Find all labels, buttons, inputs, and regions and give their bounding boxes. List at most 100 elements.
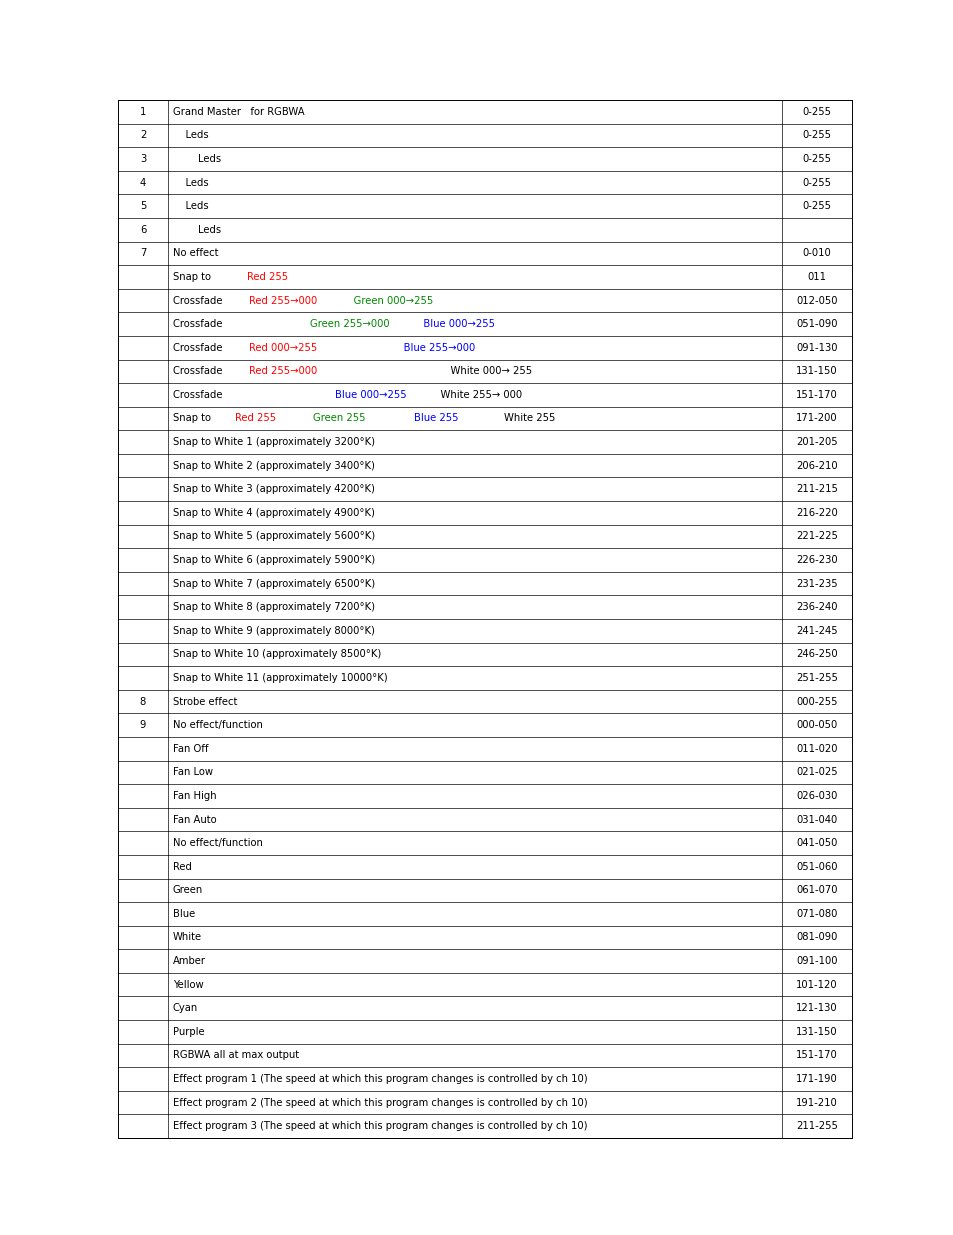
Text: Blue 255: Blue 255 [388,414,457,424]
Text: White 255: White 255 [478,414,555,424]
Text: 6: 6 [140,225,146,235]
Text: Leds: Leds [172,201,209,211]
Text: Purple: Purple [172,1026,204,1037]
Text: 051-090: 051-090 [796,319,837,329]
Text: Blue: Blue [172,909,195,919]
Text: 2: 2 [140,131,146,141]
Text: 1: 1 [140,106,146,117]
Text: Crossfade: Crossfade [172,342,232,353]
Text: 131-150: 131-150 [796,1026,837,1037]
Text: 081-090: 081-090 [796,932,837,942]
Text: 4: 4 [140,178,146,188]
Text: Leds: Leds [172,178,209,188]
Text: No effect/function: No effect/function [172,839,263,848]
Text: Snap to White 4 (approximately 4900°K): Snap to White 4 (approximately 4900°K) [172,508,375,517]
Text: Snap to White 3 (approximately 4200°K): Snap to White 3 (approximately 4200°K) [172,484,375,494]
Text: Leds: Leds [172,154,221,164]
Text: Grand Master   for RGBWA: Grand Master for RGBWA [172,106,304,117]
Text: Leds: Leds [172,225,221,235]
Text: 0-255: 0-255 [801,178,831,188]
Text: 121-130: 121-130 [796,1003,837,1013]
Text: 246-250: 246-250 [796,650,837,659]
Text: 011-020: 011-020 [796,743,837,753]
Text: Snap to White 11 (approximately 10000°K): Snap to White 11 (approximately 10000°K) [172,673,387,683]
Text: No effect/function: No effect/function [172,720,263,730]
Text: Red 000→255: Red 000→255 [249,342,317,353]
Text: 071-080: 071-080 [796,909,837,919]
Text: Fan Off: Fan Off [172,743,209,753]
Text: 9: 9 [140,720,146,730]
Text: Leds: Leds [172,131,209,141]
Text: 211-255: 211-255 [795,1121,837,1131]
Text: Crossfade: Crossfade [172,390,297,400]
Text: Red: Red [172,862,192,872]
Text: White: White [172,932,202,942]
Text: Blue 000→255: Blue 000→255 [335,390,406,400]
Text: 0-010: 0-010 [801,248,830,258]
Text: Green 255→000: Green 255→000 [310,319,390,329]
Text: 101-120: 101-120 [796,979,837,989]
Text: 191-210: 191-210 [796,1098,837,1108]
Text: 236-240: 236-240 [796,603,837,613]
Text: Yellow: Yellow [172,979,203,989]
Text: Snap to White 2 (approximately 3400°K): Snap to White 2 (approximately 3400°K) [172,461,375,471]
Text: 151-170: 151-170 [796,390,837,400]
Text: Snap to: Snap to [172,272,230,282]
Text: 061-070: 061-070 [796,885,837,895]
Text: White 255→ 000: White 255→ 000 [427,390,521,400]
Text: 131-150: 131-150 [796,367,837,377]
Text: 091-100: 091-100 [796,956,837,966]
Text: Snap to White 9 (approximately 8000°K): Snap to White 9 (approximately 8000°K) [172,626,375,636]
Text: Fan Low: Fan Low [172,767,213,777]
Text: Crossfade: Crossfade [172,319,278,329]
Text: Green: Green [172,885,203,895]
Text: 012-050: 012-050 [796,295,837,305]
Text: 171-200: 171-200 [796,414,837,424]
Text: 5: 5 [140,201,146,211]
Text: Effect program 2 (The speed at which this program changes is controlled by ch 10: Effect program 2 (The speed at which thi… [172,1098,587,1108]
Text: Strobe effect: Strobe effect [172,697,237,706]
Text: Snap to: Snap to [172,414,220,424]
Text: 151-170: 151-170 [796,1051,837,1061]
Text: No effect: No effect [172,248,218,258]
Text: 251-255: 251-255 [795,673,837,683]
Text: 221-225: 221-225 [795,531,837,541]
Text: 0-255: 0-255 [801,131,831,141]
Text: 7: 7 [140,248,146,258]
Text: 011: 011 [806,272,825,282]
Text: 3: 3 [140,154,146,164]
Text: Red 255: Red 255 [247,272,288,282]
Text: Red 255→000: Red 255→000 [249,367,317,377]
Text: 041-050: 041-050 [796,839,837,848]
Text: 0-255: 0-255 [801,201,831,211]
Text: 021-025: 021-025 [796,767,837,777]
Text: Amber: Amber [172,956,206,966]
Text: Snap to White 8 (approximately 7200°K): Snap to White 8 (approximately 7200°K) [172,603,375,613]
Text: 0-255: 0-255 [801,154,831,164]
Text: Snap to White 6 (approximately 5900°K): Snap to White 6 (approximately 5900°K) [172,555,375,566]
Text: 201-205: 201-205 [796,437,837,447]
Text: Snap to White 7 (approximately 6500°K): Snap to White 7 (approximately 6500°K) [172,579,375,589]
Text: 000-255: 000-255 [796,697,837,706]
Text: Snap to White 1 (approximately 3200°K): Snap to White 1 (approximately 3200°K) [172,437,375,447]
Text: 031-040: 031-040 [796,815,837,825]
Text: 171-190: 171-190 [796,1074,837,1084]
Text: Snap to White 5 (approximately 5600°K): Snap to White 5 (approximately 5600°K) [172,531,375,541]
Text: 051-060: 051-060 [796,862,837,872]
Text: 8: 8 [140,697,146,706]
Text: Blue 255→000: Blue 255→000 [337,342,475,353]
Bar [118,100,851,1137]
Text: Cyan: Cyan [172,1003,198,1013]
Text: White 000→ 255: White 000→ 255 [337,367,532,377]
Text: Effect program 3 (The speed at which this program changes is controlled by ch 10: Effect program 3 (The speed at which thi… [172,1121,587,1131]
Text: Green 255: Green 255 [288,414,365,424]
Text: 216-220: 216-220 [796,508,837,517]
Text: Fan Auto: Fan Auto [172,815,216,825]
Text: Snap to White 10 (approximately 8500°K): Snap to White 10 (approximately 8500°K) [172,650,381,659]
Text: 206-210: 206-210 [796,461,837,471]
Text: 211-215: 211-215 [795,484,837,494]
Text: 091-130: 091-130 [796,342,837,353]
Text: 000-050: 000-050 [796,720,837,730]
Text: Green 000→255: Green 000→255 [337,295,433,305]
Text: Effect program 1 (The speed at which this program changes is controlled by ch 10: Effect program 1 (The speed at which thi… [172,1074,587,1084]
